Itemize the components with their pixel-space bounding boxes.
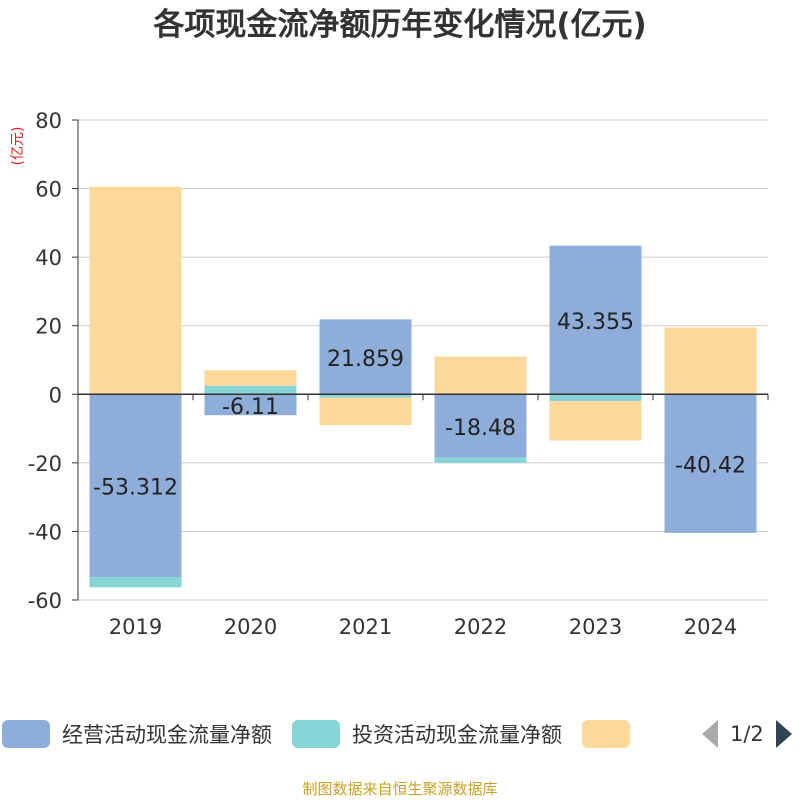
axes: 80 60 40 20 0 -20 -40 -60 2019 2020 2021 2022 2023 20…: [28, 109, 769, 639]
legend-swatch-investing: [292, 720, 340, 748]
bar-2023-series-1: [549, 394, 642, 402]
y-tick-label: -60: [28, 589, 62, 613]
bar-2019-series-2: [89, 186, 182, 395]
y-tick-label: 60: [35, 178, 62, 202]
next-page-icon[interactable]: [775, 720, 792, 748]
bar-2022-series-0: [434, 394, 527, 458]
legend-item-investing[interactable]: 投资活动现金流量净额: [292, 719, 562, 749]
bar-2019-series-1: [89, 577, 182, 588]
bar-2022-series-1: [434, 457, 527, 463]
bar-2024-series-2: [664, 327, 757, 395]
data-label-2019: -53.312: [93, 476, 178, 501]
bar-2020-series-2: [204, 370, 297, 386]
data-label-2024: -40.42: [675, 454, 746, 479]
legend-label-investing: 投资活动现金流量净额: [352, 723, 562, 747]
bar-2020-series-0: [204, 394, 297, 416]
y-tick-label: 0: [49, 383, 62, 407]
legend-pager: 1/2: [702, 720, 792, 748]
x-tick-label-2024: 2024: [684, 615, 737, 639]
chart-title: 各项现金流净额历年变化情况(亿元): [153, 7, 647, 43]
data-label-2022: -18.48: [445, 416, 516, 441]
bars: [89, 186, 757, 588]
legend-item-financing[interactable]: [582, 720, 642, 748]
legend-swatch-financing: [582, 720, 630, 748]
legend-item-operating[interactable]: 经营活动现金流量净额: [2, 719, 272, 749]
x-tick-label-2023: 2023: [569, 615, 622, 639]
legend: 经营活动现金流量净额 投资活动现金流量净额 1/2: [0, 712, 800, 756]
data-labels: -53.312 -6.11 21.859 -18.48 43.355 -40.42: [93, 310, 746, 501]
x-tick-label-2019: 2019: [109, 615, 162, 639]
x-tick-label-2021: 2021: [339, 615, 392, 639]
x-tick-label-2022: 2022: [454, 615, 507, 639]
y-axis-label: (亿元): [10, 127, 26, 166]
y-tick-label: -40: [28, 520, 62, 544]
y-tick-label: 80: [35, 109, 62, 133]
bar-2022-series-2: [434, 356, 527, 395]
y-tick-label: -20: [28, 452, 62, 476]
bar-chart: 80 60 40 20 0 -20 -40 -60 2019 2020 2021 2022 2023 20…: [10, 109, 769, 639]
bar-2019-series-0: [89, 394, 182, 578]
bar-2021-series-2: [319, 397, 412, 426]
legend-swatch-operating: [2, 720, 50, 748]
x-tick-label-2020: 2020: [224, 615, 277, 639]
y-tick-label: 40: [35, 246, 62, 270]
legend-page-indicator: 1/2: [730, 722, 764, 746]
data-label-2020: -6.11: [222, 395, 279, 420]
bar-2023-series-0: [549, 245, 642, 395]
legend-label-operating: 经营活动现金流量净额: [62, 723, 272, 747]
data-label-2021: 21.859: [327, 347, 404, 372]
bar-2020-series-1: [204, 385, 297, 395]
data-label-2023: 43.355: [557, 310, 634, 335]
bar-2021-series-1: [319, 394, 412, 398]
bar-2021-series-0: [319, 319, 412, 395]
bar-2023-series-2: [549, 401, 642, 441]
data-source: 制图数据来自恒生聚源数据库: [302, 780, 498, 798]
bar-2024-series-0: [664, 394, 757, 533]
y-tick-label: 20: [35, 315, 62, 339]
prev-page-icon[interactable]: [702, 720, 718, 748]
